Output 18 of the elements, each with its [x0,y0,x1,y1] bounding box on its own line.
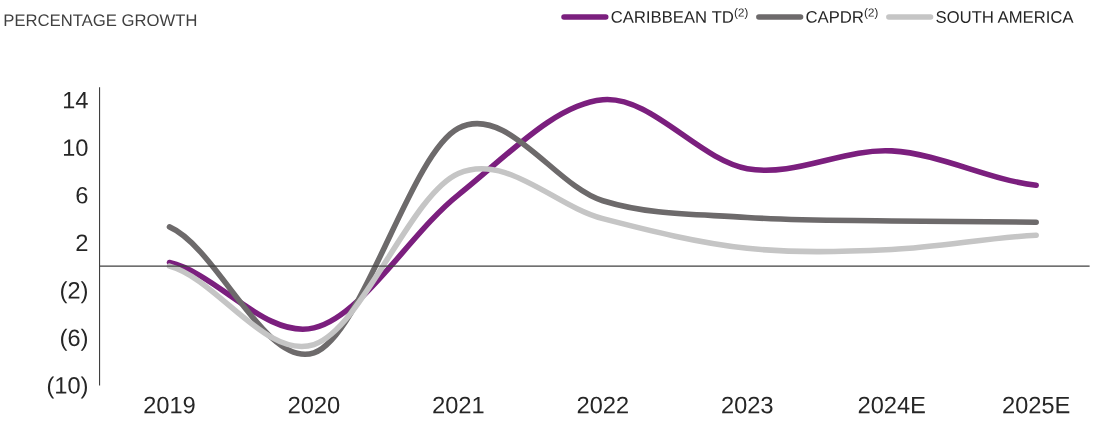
y-axis-title: PERCENTAGE GROWTH [4,14,197,27]
y-tick-label: (10) [47,376,87,399]
legend-label: CAPDR$^{(2)}$ [806,8,878,23]
x-tick-label: 2024E [858,396,925,414]
y-tick-label: 6 [76,186,88,204]
y-tick-label: (2) [61,281,87,304]
legend-label: CARIBBEAN TD$^{(2)}$ [611,8,748,23]
x-tick-label: 2022 [577,396,628,414]
y-tick-label: 14 [63,92,88,109]
legend-label: SOUTH AMERICA [936,11,1074,23]
y-tick-label: (6) [61,328,87,351]
y-tick-label: 2 [76,234,88,251]
x-tick-label: 2023 [722,396,773,414]
y-tick-label: 10 [63,139,88,157]
x-tick-label: 2020 [288,396,340,414]
x-tick-label: 2025E [1003,396,1070,414]
x-tick-label: 2019 [144,396,195,414]
x-tick-label: 2021 [433,396,484,414]
